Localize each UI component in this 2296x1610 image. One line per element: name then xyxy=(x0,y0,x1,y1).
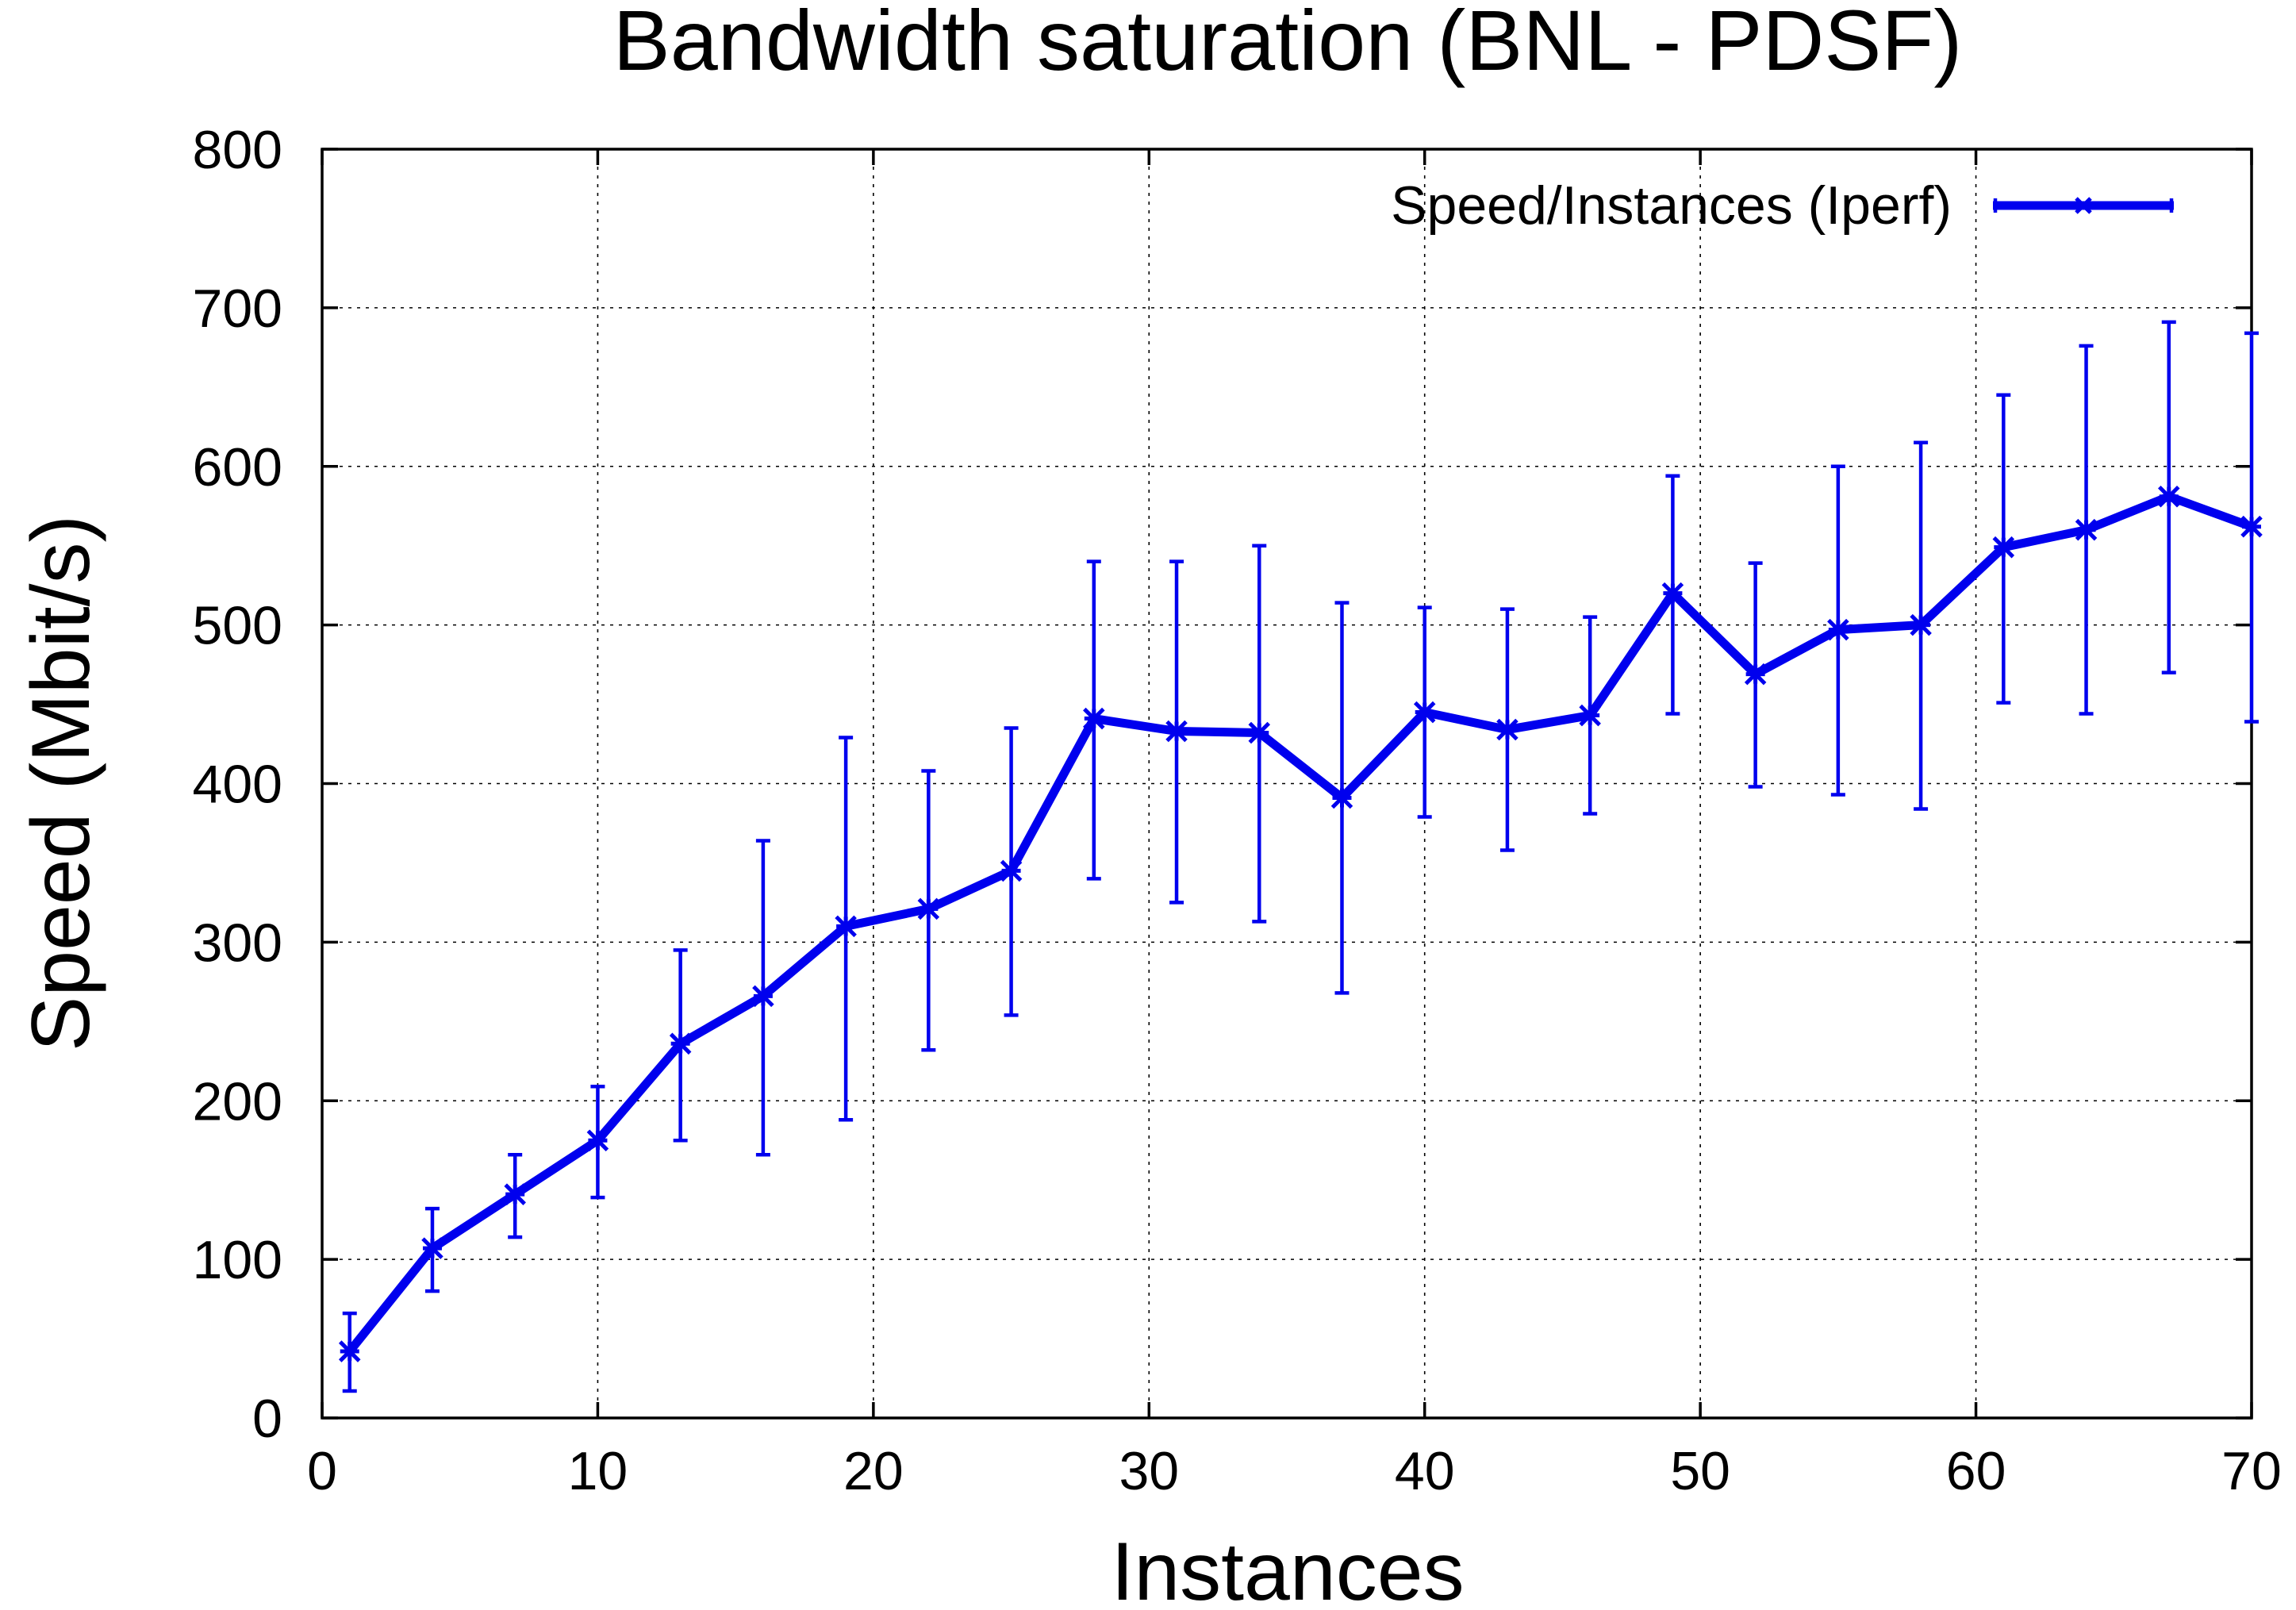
data-point xyxy=(1083,707,1105,730)
data-point xyxy=(338,1340,361,1362)
data-point xyxy=(1827,618,1849,641)
data-point xyxy=(752,985,774,1008)
data-point xyxy=(1579,704,1601,727)
data-point xyxy=(1910,613,1932,636)
data-point xyxy=(1248,721,1271,744)
y-tick-label: 0 xyxy=(252,1389,282,1449)
data-point xyxy=(835,915,857,938)
x-tick-label: 10 xyxy=(568,1441,628,1501)
y-tick-label: 500 xyxy=(193,596,282,656)
y-axis-label: Speed (Mbit/s) xyxy=(15,515,107,1051)
y-tick-labels: 0 100 200 300 400 500 600 700 800 xyxy=(193,120,282,1449)
data-point xyxy=(2158,485,2180,508)
x-tick-label: 30 xyxy=(1119,1441,1179,1501)
y-tick-label: 800 xyxy=(193,120,282,180)
data-point xyxy=(1413,701,1436,724)
x-axis-label: Instances xyxy=(1111,1526,1464,1610)
x-tick-labels: 0 10 20 30 40 50 60 70 xyxy=(307,1441,2282,1501)
data-point xyxy=(1744,663,1767,686)
data-point xyxy=(586,1129,609,1151)
x-tick-label: 0 xyxy=(307,1441,337,1501)
y-tick-label: 200 xyxy=(193,1071,282,1132)
data-point xyxy=(1496,718,1519,741)
y-tick-label: 700 xyxy=(193,279,282,339)
y-tick-label: 600 xyxy=(193,437,282,498)
legend: Speed/Instances (Iperf) xyxy=(1391,175,2174,236)
data-point xyxy=(1661,582,1684,605)
legend-label: Speed/Instances (Iperf) xyxy=(1391,175,1952,236)
grid-lines xyxy=(322,149,2252,1418)
data-point xyxy=(1330,786,1353,809)
y-tick-label: 400 xyxy=(193,755,282,815)
y-tick-label: 300 xyxy=(193,913,282,973)
chart-title: Bandwidth saturation (BNL - PDSF) xyxy=(613,0,1963,88)
x-tick-label: 60 xyxy=(1946,1441,2006,1501)
data-point xyxy=(504,1183,526,1205)
series-speed-instances xyxy=(338,320,2263,1393)
axis-ticks xyxy=(321,148,2253,1420)
data-point xyxy=(421,1237,443,1259)
data-point xyxy=(2240,515,2263,538)
y-tick-label: 100 xyxy=(193,1230,282,1290)
data-point xyxy=(669,1032,692,1055)
x-tick-label: 20 xyxy=(843,1441,904,1501)
x-tick-label: 70 xyxy=(2221,1441,2282,1501)
data-point xyxy=(1165,720,1188,743)
x-tick-label: 50 xyxy=(1670,1441,1730,1501)
x-tick-label: 40 xyxy=(1395,1441,1455,1501)
data-point xyxy=(1000,859,1023,882)
data-point xyxy=(1992,536,2015,559)
legend-line-sample xyxy=(1993,197,2174,214)
data-point xyxy=(2075,518,2098,541)
series-line xyxy=(345,492,2256,1356)
data-point xyxy=(917,897,940,920)
